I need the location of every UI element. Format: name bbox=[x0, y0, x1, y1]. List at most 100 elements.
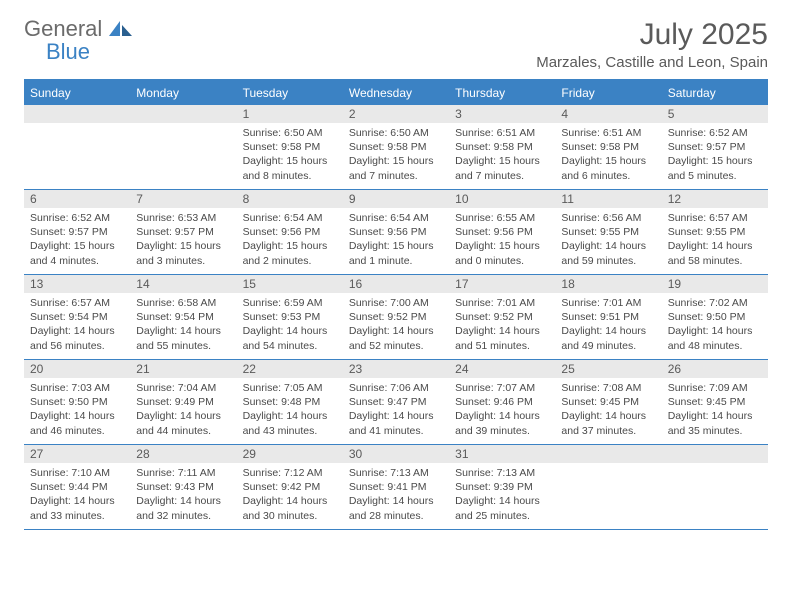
day-info: Sunrise: 7:10 AMSunset: 9:44 PMDaylight:… bbox=[24, 463, 130, 529]
daylight: Daylight: 15 hours and 3 minutes. bbox=[136, 239, 230, 267]
title-block: July 2025 Marzales, Castille and Leon, S… bbox=[536, 18, 768, 71]
sunrise: Sunrise: 7:00 AM bbox=[349, 296, 443, 310]
daylight: Daylight: 14 hours and 56 minutes. bbox=[30, 324, 124, 352]
day-number: 17 bbox=[449, 275, 555, 293]
daylight: Daylight: 14 hours and 58 minutes. bbox=[668, 239, 762, 267]
sunset: Sunset: 9:49 PM bbox=[136, 395, 230, 409]
daylight: Daylight: 15 hours and 0 minutes. bbox=[455, 239, 549, 267]
day-number: 20 bbox=[24, 360, 130, 378]
daylight: Daylight: 14 hours and 39 minutes. bbox=[455, 409, 549, 437]
day-number: 21 bbox=[130, 360, 236, 378]
sunrise: Sunrise: 6:52 AM bbox=[30, 211, 124, 225]
sunrise: Sunrise: 7:09 AM bbox=[668, 381, 762, 395]
day-cell: 10Sunrise: 6:55 AMSunset: 9:56 PMDayligh… bbox=[449, 190, 555, 274]
daylight: Daylight: 15 hours and 6 minutes. bbox=[561, 154, 655, 182]
day-number: 19 bbox=[662, 275, 768, 293]
day-number: 23 bbox=[343, 360, 449, 378]
day-number bbox=[662, 445, 768, 463]
day-info: Sunrise: 6:50 AMSunset: 9:58 PMDaylight:… bbox=[343, 123, 449, 189]
day-number bbox=[24, 105, 130, 123]
week-row: 6Sunrise: 6:52 AMSunset: 9:57 PMDaylight… bbox=[24, 190, 768, 275]
sunset: Sunset: 9:45 PM bbox=[561, 395, 655, 409]
sunset: Sunset: 9:44 PM bbox=[30, 480, 124, 494]
day-info: Sunrise: 6:57 AMSunset: 9:54 PMDaylight:… bbox=[24, 293, 130, 359]
day-info: Sunrise: 7:05 AMSunset: 9:48 PMDaylight:… bbox=[237, 378, 343, 444]
daylight: Daylight: 14 hours and 33 minutes. bbox=[30, 494, 124, 522]
day-number: 1 bbox=[237, 105, 343, 123]
day-info: Sunrise: 6:54 AMSunset: 9:56 PMDaylight:… bbox=[343, 208, 449, 274]
day-info: Sunrise: 7:11 AMSunset: 9:43 PMDaylight:… bbox=[130, 463, 236, 529]
day-cell: 8Sunrise: 6:54 AMSunset: 9:56 PMDaylight… bbox=[237, 190, 343, 274]
daylight: Daylight: 15 hours and 7 minutes. bbox=[349, 154, 443, 182]
sunset: Sunset: 9:58 PM bbox=[349, 140, 443, 154]
day-info: Sunrise: 7:03 AMSunset: 9:50 PMDaylight:… bbox=[24, 378, 130, 444]
day-number: 29 bbox=[237, 445, 343, 463]
day-cell: 3Sunrise: 6:51 AMSunset: 9:58 PMDaylight… bbox=[449, 105, 555, 189]
day-cell bbox=[24, 105, 130, 189]
sunset: Sunset: 9:58 PM bbox=[561, 140, 655, 154]
sunset: Sunset: 9:46 PM bbox=[455, 395, 549, 409]
day-cell: 12Sunrise: 6:57 AMSunset: 9:55 PMDayligh… bbox=[662, 190, 768, 274]
sunrise: Sunrise: 6:56 AM bbox=[561, 211, 655, 225]
day-info: Sunrise: 6:51 AMSunset: 9:58 PMDaylight:… bbox=[449, 123, 555, 189]
day-label: Monday bbox=[130, 81, 236, 105]
sunset: Sunset: 9:52 PM bbox=[349, 310, 443, 324]
sunset: Sunset: 9:55 PM bbox=[668, 225, 762, 239]
daylight: Daylight: 14 hours and 55 minutes. bbox=[136, 324, 230, 352]
day-number: 5 bbox=[662, 105, 768, 123]
daylight: Daylight: 15 hours and 1 minute. bbox=[349, 239, 443, 267]
day-cell: 20Sunrise: 7:03 AMSunset: 9:50 PMDayligh… bbox=[24, 360, 130, 444]
daylight: Daylight: 15 hours and 4 minutes. bbox=[30, 239, 124, 267]
day-cell: 11Sunrise: 6:56 AMSunset: 9:55 PMDayligh… bbox=[555, 190, 661, 274]
day-cell: 29Sunrise: 7:12 AMSunset: 9:42 PMDayligh… bbox=[237, 445, 343, 529]
sunrise: Sunrise: 6:59 AM bbox=[243, 296, 337, 310]
sunset: Sunset: 9:42 PM bbox=[243, 480, 337, 494]
sunrise: Sunrise: 6:57 AM bbox=[30, 296, 124, 310]
sunrise: Sunrise: 7:02 AM bbox=[668, 296, 762, 310]
sunrise: Sunrise: 7:06 AM bbox=[349, 381, 443, 395]
sunset: Sunset: 9:54 PM bbox=[30, 310, 124, 324]
daylight: Daylight: 14 hours and 28 minutes. bbox=[349, 494, 443, 522]
sunrise: Sunrise: 7:13 AM bbox=[349, 466, 443, 480]
sunset: Sunset: 9:45 PM bbox=[668, 395, 762, 409]
day-number: 16 bbox=[343, 275, 449, 293]
day-number: 9 bbox=[343, 190, 449, 208]
day-info: Sunrise: 6:58 AMSunset: 9:54 PMDaylight:… bbox=[130, 293, 236, 359]
day-label: Thursday bbox=[449, 81, 555, 105]
sunrise: Sunrise: 7:03 AM bbox=[30, 381, 124, 395]
day-number: 2 bbox=[343, 105, 449, 123]
sunrise: Sunrise: 7:10 AM bbox=[30, 466, 124, 480]
daylight: Daylight: 14 hours and 51 minutes. bbox=[455, 324, 549, 352]
sunrise: Sunrise: 6:51 AM bbox=[561, 126, 655, 140]
day-info: Sunrise: 6:56 AMSunset: 9:55 PMDaylight:… bbox=[555, 208, 661, 274]
sunset: Sunset: 9:47 PM bbox=[349, 395, 443, 409]
day-cell: 19Sunrise: 7:02 AMSunset: 9:50 PMDayligh… bbox=[662, 275, 768, 359]
day-cell: 30Sunrise: 7:13 AMSunset: 9:41 PMDayligh… bbox=[343, 445, 449, 529]
day-cell: 27Sunrise: 7:10 AMSunset: 9:44 PMDayligh… bbox=[24, 445, 130, 529]
sunset: Sunset: 9:48 PM bbox=[243, 395, 337, 409]
sunset: Sunset: 9:55 PM bbox=[561, 225, 655, 239]
day-label: Sunday bbox=[24, 81, 130, 105]
day-cell: 1Sunrise: 6:50 AMSunset: 9:58 PMDaylight… bbox=[237, 105, 343, 189]
daylight: Daylight: 14 hours and 59 minutes. bbox=[561, 239, 655, 267]
day-info: Sunrise: 6:50 AMSunset: 9:58 PMDaylight:… bbox=[237, 123, 343, 189]
logo-blue: Blue bbox=[46, 41, 133, 63]
day-number: 18 bbox=[555, 275, 661, 293]
sunset: Sunset: 9:51 PM bbox=[561, 310, 655, 324]
day-cell: 18Sunrise: 7:01 AMSunset: 9:51 PMDayligh… bbox=[555, 275, 661, 359]
daylight: Daylight: 15 hours and 8 minutes. bbox=[243, 154, 337, 182]
day-info: Sunrise: 6:54 AMSunset: 9:56 PMDaylight:… bbox=[237, 208, 343, 274]
day-cell bbox=[555, 445, 661, 529]
day-info: Sunrise: 6:52 AMSunset: 9:57 PMDaylight:… bbox=[24, 208, 130, 274]
sunset: Sunset: 9:57 PM bbox=[136, 225, 230, 239]
sunset: Sunset: 9:56 PM bbox=[455, 225, 549, 239]
day-number: 3 bbox=[449, 105, 555, 123]
day-info: Sunrise: 7:09 AMSunset: 9:45 PMDaylight:… bbox=[662, 378, 768, 444]
sunset: Sunset: 9:41 PM bbox=[349, 480, 443, 494]
month-title: July 2025 bbox=[536, 18, 768, 52]
daylight: Daylight: 14 hours and 30 minutes. bbox=[243, 494, 337, 522]
day-number: 4 bbox=[555, 105, 661, 123]
day-cell: 6Sunrise: 6:52 AMSunset: 9:57 PMDaylight… bbox=[24, 190, 130, 274]
logo-general: General bbox=[24, 18, 102, 40]
sunset: Sunset: 9:54 PM bbox=[136, 310, 230, 324]
